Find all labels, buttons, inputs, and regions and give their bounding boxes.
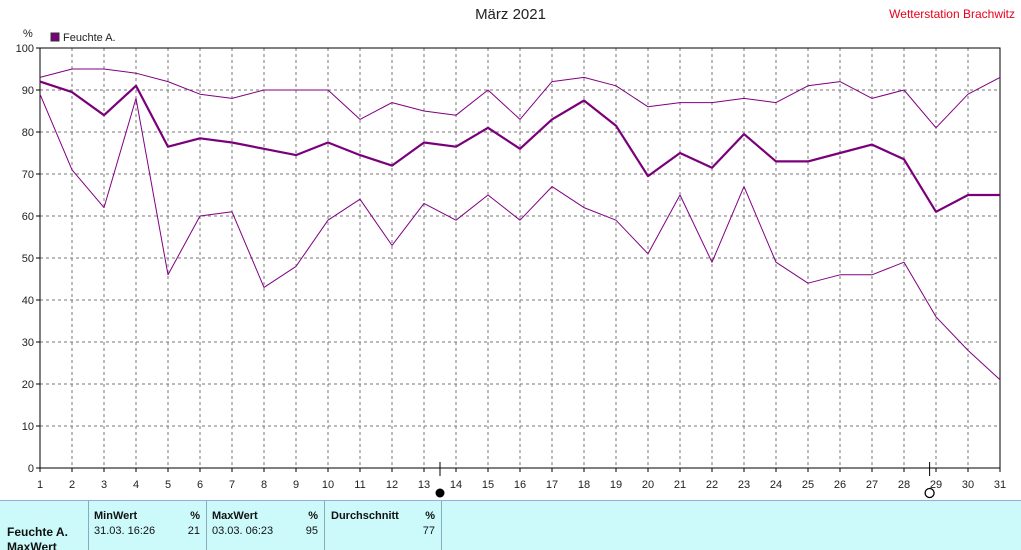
x-tick-label: 30 xyxy=(962,479,974,491)
x-tick-label: 22 xyxy=(706,479,718,491)
min-time: 31.03. 16:26 xyxy=(94,525,156,537)
legend-label: Feuchte A. xyxy=(63,32,116,44)
series-line-avg xyxy=(39,80,1000,213)
chart-title: März 2021 xyxy=(475,6,546,23)
x-axis: 1 2 3 4 5 6 7 8 9 10 11 12 13 14 15 16 17 18 19 20 21 22 23 24 2… xyxy=(37,468,1006,491)
x-tick-label: 14 xyxy=(450,479,462,491)
summary-row-label-2: MaxWert xyxy=(7,540,57,550)
x-tick-label: 27 xyxy=(866,479,878,491)
x-tick-label: 4 xyxy=(133,479,139,491)
x-tick-label: 20 xyxy=(642,479,654,491)
summary-row-label-cell: Feuchte A. MaxWert xyxy=(0,501,88,550)
x-tick-label: 21 xyxy=(674,479,686,491)
x-tick-label: 12 xyxy=(386,479,398,491)
full-moon-icon xyxy=(435,488,445,498)
x-tick-label: 11 xyxy=(354,479,365,491)
y-axis-unit: % xyxy=(23,28,33,40)
summary-max-cell: MaxWert % 03.03. 06:23 95 xyxy=(206,501,324,550)
x-tick-label: 8 xyxy=(261,479,267,491)
x-tick-label: 19 xyxy=(610,479,622,491)
y-tick-label: 20 xyxy=(22,379,34,391)
x-tick-label: 25 xyxy=(802,479,814,491)
x-tick-label: 16 xyxy=(514,479,526,491)
moon-markers xyxy=(435,462,935,499)
max-unit: % xyxy=(308,510,318,522)
y-tick-label: 40 xyxy=(22,295,34,307)
summary-row-label: Feuchte A. xyxy=(7,525,68,539)
avg-value: 77 xyxy=(422,525,435,537)
x-tick-label: 31 xyxy=(994,479,1006,491)
y-tick-label: 10 xyxy=(22,421,34,433)
x-tick-label: 24 xyxy=(770,479,782,491)
y-tick-label: 50 xyxy=(22,253,34,265)
y-tick-label: 70 xyxy=(22,169,34,181)
x-tick-label: 3 xyxy=(101,479,107,491)
x-tick-label: 7 xyxy=(229,479,235,491)
min-header: MinWert xyxy=(94,510,138,522)
legend-swatch xyxy=(50,32,60,42)
x-tick-label: 13 xyxy=(418,479,430,491)
grid xyxy=(40,48,1000,468)
x-tick-label: 26 xyxy=(834,479,846,491)
series-lines xyxy=(39,68,1001,381)
new-moon-icon xyxy=(924,487,935,499)
x-tick-label: 1 xyxy=(37,479,43,491)
y-tick-label: 60 xyxy=(22,211,34,223)
y-tick-label: 90 xyxy=(22,85,34,97)
summary-avg-cell: Durchschnitt % 77 xyxy=(324,501,442,550)
x-tick-label: 2 xyxy=(69,479,75,491)
min-unit: % xyxy=(190,510,200,522)
x-tick-label: 28 xyxy=(898,479,910,491)
max-header: MaxWert xyxy=(212,510,258,522)
y-tick-label: 100 xyxy=(16,43,34,55)
summary-panel: Feuchte A. MaxWert MinWert % 31.03. 16:2… xyxy=(0,500,1021,550)
avg-header: Durchschnitt xyxy=(331,510,399,522)
x-tick-label: 10 xyxy=(322,479,334,491)
x-tick-label: 9 xyxy=(293,479,299,491)
x-tick-label: 18 xyxy=(578,479,590,491)
x-tick-label: 15 xyxy=(482,479,494,491)
x-tick-label: 29 xyxy=(930,479,942,491)
x-tick-label: 6 xyxy=(197,479,203,491)
station-name: Wetterstation Brachwitz xyxy=(889,7,1015,21)
min-value: 21 xyxy=(187,525,200,537)
x-tick-label: 17 xyxy=(546,479,558,491)
max-value: 95 xyxy=(305,525,318,537)
y-tick-label: 0 xyxy=(28,463,34,475)
summary-min-cell: MinWert % 31.03. 16:26 21 xyxy=(88,501,206,550)
series-line-max xyxy=(39,68,1001,129)
max-time: 03.03. 06:23 xyxy=(212,525,274,537)
x-tick-label: 23 xyxy=(738,479,750,491)
y-tick-label: 30 xyxy=(22,337,34,349)
series-line-min xyxy=(39,94,1001,381)
y-axis: 0 10 20 30 40 50 60 70 80 90 100 xyxy=(16,43,40,475)
legend: Feuchte A. xyxy=(50,32,116,44)
y-tick-label: 80 xyxy=(22,127,34,139)
avg-unit: % xyxy=(425,510,435,522)
x-tick-label: 5 xyxy=(165,479,171,491)
